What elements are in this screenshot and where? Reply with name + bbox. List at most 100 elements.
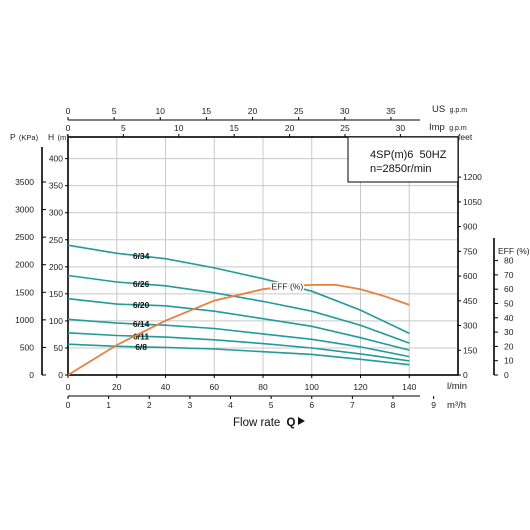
pump-speed: n=2850r/min <box>370 163 431 175</box>
head-axis-ticks: 0 50 100 150 200 250 300 350 400 <box>49 154 68 380</box>
lpm-axis-unit: l/min <box>447 381 467 392</box>
lpm-tick-label: 20 <box>112 382 122 392</box>
model-info-frame <box>347 136 459 183</box>
pressure-tick-label: 3000 <box>15 205 34 215</box>
lpm-axis-ticks: 0 20 40 60 80 100 120 140 <box>66 375 417 392</box>
eff-tick-label: 80 <box>504 256 514 266</box>
us-tick-label: 0 <box>66 106 71 116</box>
imp-tick-label: 25 <box>340 123 350 133</box>
us-axis-ticks: 0 5 10 15 20 25 30 35 <box>66 106 396 120</box>
head-tick-label: 200 <box>49 262 63 272</box>
head-tick-label: 300 <box>49 208 63 218</box>
m3h-tick-label: 0 <box>66 400 71 410</box>
lpm-tick-label: 0 <box>66 382 71 392</box>
m3h-tick-label: 3 <box>188 400 193 410</box>
feet-tick-label: 1050 <box>463 197 482 207</box>
us-tick-label: 10 <box>156 106 166 116</box>
imp-tick-label: 10 <box>174 123 184 133</box>
curve-label: 6/11 <box>133 331 149 341</box>
pump-curve-6-8 <box>67 343 410 366</box>
feet-tick-label: 0 <box>463 370 468 380</box>
lpm-tick-label: 60 <box>210 382 220 392</box>
eff-tick-label: 40 <box>504 313 514 323</box>
pressure-tick-label: 3500 <box>15 177 34 187</box>
m3h-tick-label: 9 <box>431 400 436 410</box>
pressure-tick-label: 1500 <box>15 287 34 297</box>
model-name: 4SP(m)6 50HZ <box>370 149 447 161</box>
feet-axis-unit: feet <box>458 132 473 142</box>
head-tick-label: 150 <box>49 289 63 299</box>
imp-tick-label: 5 <box>121 123 126 133</box>
play-arrow-icon <box>298 417 305 425</box>
head-tick-label: 0 <box>58 370 63 380</box>
m3h-tick-label: 6 <box>309 400 314 410</box>
imp-tick-label: 30 <box>396 123 406 133</box>
feet-tick-label: 1200 <box>463 172 482 182</box>
flow-rate-label: Flow rate Q <box>233 417 296 429</box>
pump-curve-6-20 <box>67 297 410 351</box>
us-tick-label: 5 <box>112 106 117 116</box>
imp-tick-label: 20 <box>285 123 295 133</box>
imp-tick-label: 0 <box>66 123 71 133</box>
pressure-axis-unit: P (KPa) <box>10 132 39 142</box>
efficiency-curve-label: EFF (%) <box>272 281 304 291</box>
lpm-tick-label: 80 <box>258 382 268 392</box>
pressure-tick-label: 1000 <box>15 315 34 325</box>
eff-tick-label: 70 <box>504 270 514 280</box>
us-tick-label: 25 <box>294 106 304 116</box>
head-tick-label: 50 <box>54 343 64 353</box>
m3h-tick-label: 1 <box>106 400 111 410</box>
pump-curve-6-34 <box>67 244 410 335</box>
us-tick-label: 15 <box>202 106 212 116</box>
eff-tick-label: 60 <box>504 284 514 294</box>
pressure-tick-label: 2500 <box>15 232 34 242</box>
feet-tick-label: 750 <box>463 246 477 256</box>
lpm-tick-label: 120 <box>353 382 367 392</box>
head-tick-label: 400 <box>49 154 63 164</box>
curve-label: 6/8 <box>135 342 147 352</box>
head-tick-label: 250 <box>49 235 63 245</box>
feet-tick-label: 900 <box>463 222 477 232</box>
head-axis-unit: H (m) <box>48 132 69 142</box>
curve-label: 6/20 <box>133 300 150 310</box>
eff-tick-label: 20 <box>504 341 514 351</box>
pressure-axis-ticks: 0 500 1000 1500 2000 2500 3000 3500 <box>15 177 46 380</box>
model-info-box: 4SP(m)6 50HZ n=2850r/min <box>347 136 459 183</box>
pump-curves: 6/34 6/26 6/20 6/14 6/116/8 <box>67 244 410 366</box>
m3h-tick-label: 2 <box>147 400 152 410</box>
us-axis-unit: US g.p.m <box>432 104 467 115</box>
imp-tick-label: 15 <box>229 123 239 133</box>
m3h-axis-unit: m³/h <box>447 400 466 411</box>
eff-axis-ticks: 0 10 20 30 40 50 60 70 80 <box>494 256 514 380</box>
m3h-tick-label: 7 <box>350 400 355 410</box>
pressure-tick-label: 500 <box>20 342 34 352</box>
pressure-tick-label: 2000 <box>15 260 34 270</box>
efficiency-curve-group: EFF (%) <box>67 280 410 376</box>
m3h-tick-label: 8 <box>391 400 396 410</box>
feet-tick-label: 300 <box>463 321 477 331</box>
us-tick-label: 30 <box>340 106 350 116</box>
curve-label: 6/34 <box>133 251 150 261</box>
feet-axis-ticks: 0 150 300 450 600 750 900 1050 1200 <box>458 172 482 380</box>
bottom-axes: 0 20 40 60 80 100 120 140 l/min 0 1 2 3 4 5 6 7 8 9 m³/h… <box>66 375 467 429</box>
eff-axis-unit: EFF (%) <box>498 246 530 256</box>
eff-tick-label: 30 <box>504 327 514 337</box>
pump-curve-6-11 <box>67 332 410 362</box>
imp-axis-unit: Imp g.p.m <box>429 122 467 133</box>
feet-tick-label: 450 <box>463 296 477 306</box>
lpm-tick-label: 100 <box>305 382 319 392</box>
us-tick-label: 20 <box>248 106 258 116</box>
pump-curve-6-14 <box>67 318 410 358</box>
eff-tick-label: 50 <box>504 298 514 308</box>
curve-label: 6/26 <box>133 279 150 289</box>
pressure-tick-label: 0 <box>29 370 34 380</box>
m3h-axis-ticks: 0 1 2 3 4 5 6 7 8 9 <box>66 396 436 410</box>
eff-tick-label: 10 <box>504 356 514 366</box>
pump-curve-6-26 <box>67 274 410 344</box>
eff-tick-label: 0 <box>504 370 509 380</box>
efficiency-curve <box>67 284 410 376</box>
